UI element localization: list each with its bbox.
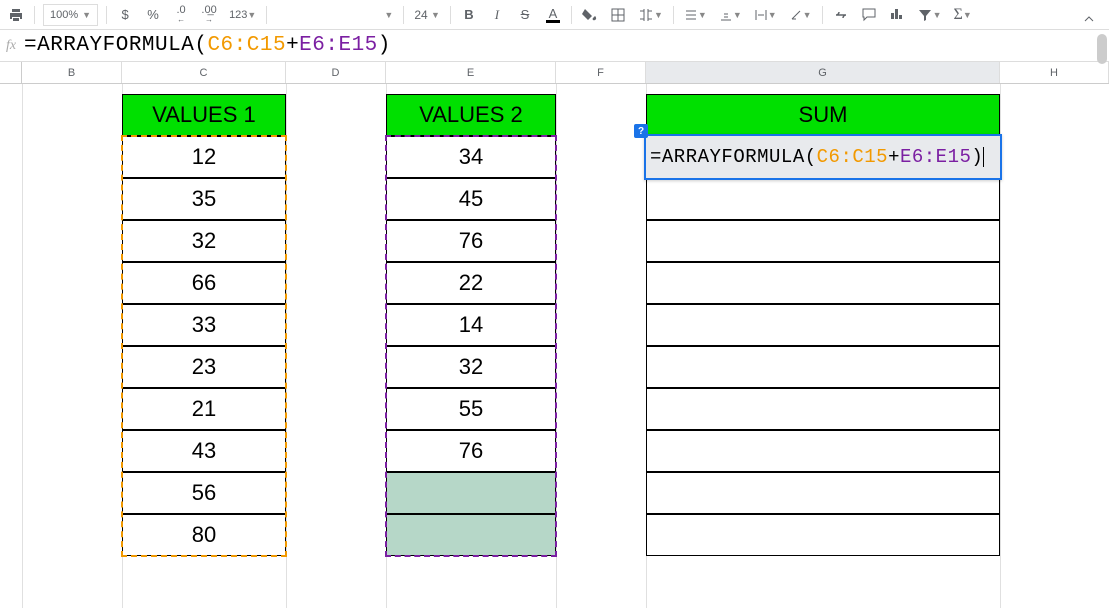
decrease-decimal-button[interactable]: .0← — [171, 3, 191, 27]
col-header-c[interactable]: C — [122, 62, 286, 83]
cell-g-1[interactable] — [646, 178, 1000, 220]
wrap-button[interactable]: ▼ — [752, 3, 779, 27]
cell-c-5[interactable]: 23 — [122, 346, 286, 388]
merge-button[interactable]: ▼ — [636, 3, 665, 27]
cell-g-7[interactable] — [646, 430, 1000, 472]
separator — [450, 6, 451, 24]
font-selector[interactable]: ▼ — [275, 3, 395, 27]
chevron-down-icon: ▼ — [82, 10, 91, 20]
cell-e-0[interactable]: 34 — [386, 136, 556, 178]
italic-button[interactable]: I — [487, 3, 507, 27]
formula-bar[interactable]: fx =ARRAYFORMULA(C6:C15+E6:E15) — [0, 30, 1109, 62]
cell-e-1[interactable]: 45 — [386, 178, 556, 220]
col-header-g[interactable]: G — [646, 62, 1000, 83]
borders-button[interactable] — [608, 3, 628, 27]
chevron-down-icon: ▼ — [933, 10, 942, 20]
chevron-down-icon: ▼ — [698, 10, 707, 20]
formula-help-badge[interactable]: ? — [634, 124, 648, 138]
cell-c-2[interactable]: 32 — [122, 220, 286, 262]
corner-gutter[interactable] — [0, 62, 22, 83]
separator — [571, 6, 572, 24]
functions-button[interactable]: Σ▼ — [952, 3, 974, 27]
cell-c-4[interactable]: 33 — [122, 304, 286, 346]
col-header-b[interactable]: B — [22, 62, 122, 83]
more-formats-button[interactable]: 123▼ — [227, 3, 258, 27]
filter-button[interactable]: ▼ — [915, 3, 944, 27]
chevron-down-icon: ▼ — [431, 10, 440, 20]
col-header-f[interactable]: F — [556, 62, 646, 83]
cell-e-6[interactable]: 55 — [386, 388, 556, 430]
chevron-down-icon: ▼ — [768, 10, 777, 20]
cell-c-7[interactable]: 43 — [122, 430, 286, 472]
formula-bar-text[interactable]: =ARRAYFORMULA(C6:C15+E6:E15) — [24, 34, 391, 57]
separator — [403, 6, 404, 24]
link-button[interactable] — [831, 3, 851, 27]
col-header-d[interactable]: D — [286, 62, 386, 83]
h-align-button[interactable]: ▼ — [682, 3, 709, 27]
separator — [673, 6, 674, 24]
chevron-down-icon: ▼ — [384, 10, 393, 20]
cell-e-7[interactable]: 76 — [386, 430, 556, 472]
separator — [822, 6, 823, 24]
expand-toolbar-icon[interactable] — [1079, 7, 1099, 31]
cell-g-5[interactable] — [646, 346, 1000, 388]
cell-c-0[interactable]: 12 — [122, 136, 286, 178]
cell-e-2[interactable]: 76 — [386, 220, 556, 262]
chevron-down-icon: ▼ — [247, 10, 256, 20]
bold-button[interactable]: B — [459, 3, 479, 27]
cell-g-2[interactable] — [646, 220, 1000, 262]
cell-g-6[interactable] — [646, 388, 1000, 430]
cell-c-8[interactable]: 56 — [122, 472, 286, 514]
cell-e-8[interactable] — [386, 472, 556, 514]
separator — [106, 6, 107, 24]
zoom-selector[interactable]: 100% ▼ — [43, 4, 98, 26]
v-align-button[interactable]: ▼ — [717, 3, 744, 27]
cell-g-4[interactable] — [646, 304, 1000, 346]
cell-e-3[interactable]: 22 — [386, 262, 556, 304]
col-header-h[interactable]: H — [1000, 62, 1109, 83]
font-size-selector[interactable]: 24 ▼ — [412, 3, 442, 27]
cell-e-5[interactable]: 32 — [386, 346, 556, 388]
col-header-e[interactable]: E — [386, 62, 556, 83]
percent-button[interactable]: % — [143, 3, 163, 27]
fx-label: fx — [6, 38, 24, 54]
editing-cell[interactable]: ? =ARRAYFORMULA(C6:C15+E6:E15) — [644, 134, 1002, 180]
chevron-down-icon: ▼ — [803, 10, 812, 20]
text-color-button[interactable]: A — [543, 3, 563, 27]
scrollbar-thumb[interactable] — [1097, 34, 1107, 64]
header-values-2[interactable]: VALUES 2 — [386, 94, 556, 136]
strikethrough-button[interactable]: S — [515, 3, 535, 27]
cell-c-6[interactable]: 21 — [122, 388, 286, 430]
cell-g-3[interactable] — [646, 262, 1000, 304]
chevron-down-icon: ▼ — [733, 10, 742, 20]
cell-e-4[interactable]: 14 — [386, 304, 556, 346]
chevron-down-icon: ▼ — [963, 10, 972, 20]
separator — [266, 6, 267, 24]
cell-c-3[interactable]: 66 — [122, 262, 286, 304]
cell-c-9[interactable]: 80 — [122, 514, 286, 556]
column-headers: BCDEFGH — [0, 62, 1109, 84]
rotate-button[interactable]: ▼ — [787, 3, 814, 27]
print-icon[interactable] — [6, 3, 26, 27]
currency-button[interactable]: $ — [115, 3, 135, 27]
cell-c-1[interactable]: 35 — [122, 178, 286, 220]
cell-g-9[interactable] — [646, 514, 1000, 556]
zoom-label: 100% — [50, 9, 78, 21]
fill-color-button[interactable] — [580, 3, 600, 27]
header-values-1[interactable]: VALUES 1 — [122, 94, 286, 136]
separator — [34, 6, 35, 24]
cell-g-8[interactable] — [646, 472, 1000, 514]
editing-formula-text[interactable]: =ARRAYFORMULA(C6:C15+E6:E15) — [650, 146, 984, 168]
chart-button[interactable] — [887, 3, 907, 27]
cell-e-9[interactable] — [386, 514, 556, 556]
toolbar: 100% ▼ $ % .0← .0̲0→ 123▼ ▼ 24 ▼ B I S A… — [0, 0, 1109, 30]
comment-button[interactable] — [859, 3, 879, 27]
increase-decimal-button[interactable]: .0̲0→ — [199, 3, 219, 27]
header-sum[interactable]: SUM — [646, 94, 1000, 136]
spreadsheet-grid[interactable]: VALUES 1 VALUES 2 SUM 12 34 35 45 32 76 66 22 33 14 2… — [0, 84, 1109, 608]
chevron-down-icon: ▼ — [654, 10, 663, 20]
